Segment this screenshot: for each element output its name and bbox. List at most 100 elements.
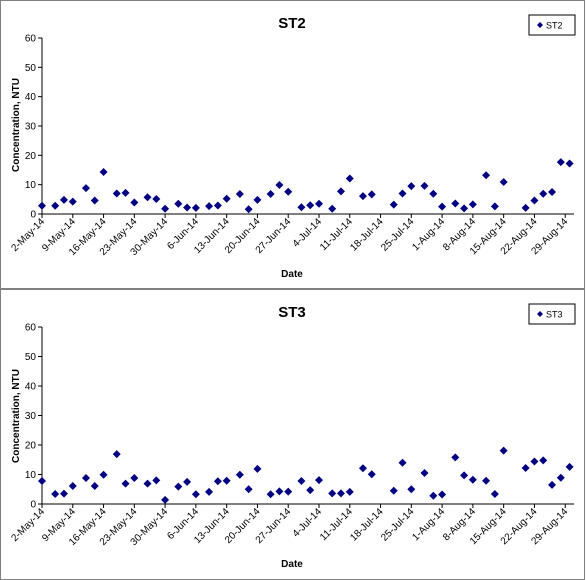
y-tick-label: 20 [25,441,37,452]
data-point [90,196,99,205]
y-tick-label: 20 [25,151,37,162]
data-point [81,474,90,483]
chart-panel-st2: ST2 Date Concentration, NTU ST2 0 10 20 30 4… [0,0,585,289]
chart-title: ST3 [278,304,306,321]
data-point [51,201,60,210]
data-point [460,204,469,213]
data-point [266,190,275,199]
data-point [174,482,183,491]
data-point [174,199,183,208]
data-point [183,203,192,212]
data-point [358,464,367,473]
data-point [275,487,284,496]
y-tick-label: 10 [25,180,37,191]
y-tick-label: 50 [25,352,37,363]
y-axis-title: Concentration, NTU [11,369,22,463]
data-point [112,450,121,459]
legend-marker-icon [537,311,543,317]
data-point [398,189,407,198]
data-point [407,485,416,494]
data-point [565,462,574,471]
data-point [499,446,508,455]
data-point [284,487,293,496]
y-tick-label: 0 [30,210,36,221]
data-point [530,457,539,466]
data-point [530,196,539,205]
y-tick-label: 40 [25,382,37,393]
y-axis-title: Concentration, NTU [11,78,22,172]
axes: 01020304050602-May-149-May-1416-May-1423… [9,34,574,258]
data-point [306,201,315,210]
data-point [235,470,244,479]
data-point [191,203,200,212]
data-point [253,195,262,204]
data-point [235,190,244,199]
data-point [59,489,68,498]
data-point [306,486,315,495]
data-point [367,470,376,479]
data-point [539,189,548,198]
data-point [468,475,477,484]
axes: 01020304050602-May-149-May-1416-May-1423… [9,323,574,548]
data-point [121,188,130,197]
data-point [468,200,477,209]
data-point [345,174,354,183]
data-points [38,446,574,504]
data-point [222,476,231,485]
data-point [336,187,345,196]
legend: ST3 [528,303,576,325]
data-point [297,476,306,485]
data-point [429,491,438,500]
data-point [420,469,429,478]
data-point [275,180,284,189]
data-point [152,476,161,485]
y-tick-label: 50 [25,63,37,74]
data-point [143,479,152,488]
chart-panel-st3: ST3 Date Concentration, NTU ST3 0 10 20 30 4… [0,289,585,580]
data-point [59,195,68,204]
data-point [161,204,170,213]
data-point [389,486,398,495]
data-point [438,490,447,499]
y-tick-label: 0 [30,500,36,511]
data-point [152,195,161,204]
data-point [68,197,77,206]
y-tick-label: 60 [25,323,37,334]
data-point [244,485,253,494]
data-point [38,201,46,210]
data-point [328,489,337,498]
y-tick-label: 60 [25,34,37,45]
data-point [451,453,460,462]
data-point [407,182,416,191]
data-point [99,168,108,177]
data-point [539,456,548,465]
data-point [451,199,460,208]
data-point [438,202,447,211]
data-point [398,458,407,467]
data-point [183,477,192,486]
data-point [68,482,77,491]
data-point [121,479,130,488]
data-point [490,202,499,211]
data-point [266,490,275,499]
data-point [328,204,337,213]
data-point [213,201,222,210]
legend-marker-icon [537,22,543,28]
data-point [490,489,499,498]
legend-label: ST3 [546,310,563,320]
data-point [358,192,367,201]
y-tick-label: 30 [25,411,37,422]
data-point [367,190,376,199]
data-point [345,487,354,496]
data-point [521,464,530,473]
data-point [429,189,438,198]
data-point [90,482,99,491]
data-point [244,205,253,214]
legend-box [528,303,576,325]
x-tick-label: 25-Jul-14 [379,506,417,544]
data-point [191,490,200,499]
data-point [284,187,293,196]
data-points [38,158,574,214]
data-point [482,171,491,180]
